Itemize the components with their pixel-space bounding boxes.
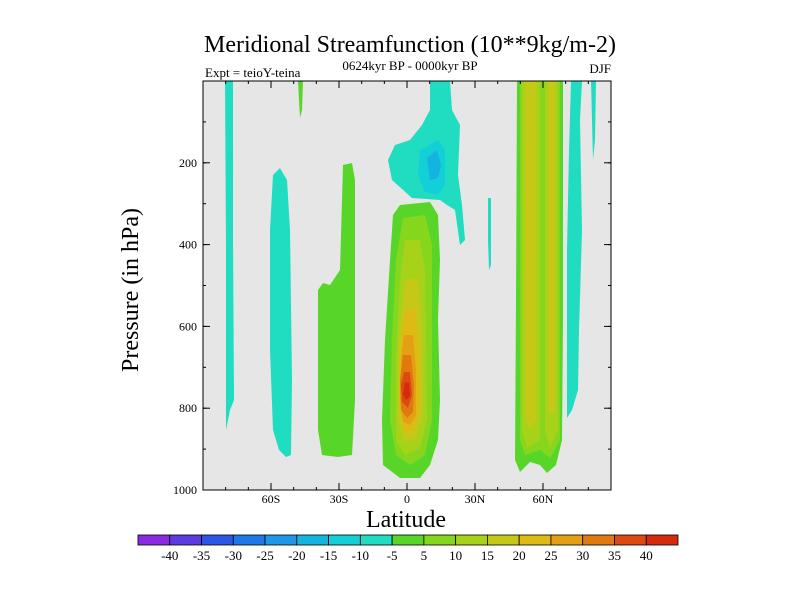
colorbar-swatch	[264, 534, 298, 546]
colorbar-swatch	[645, 534, 679, 546]
chart-subtitle: 0624kyr BP - 0000kyr BP	[342, 58, 477, 73]
n-thin-cell	[488, 198, 491, 270]
season-label: DJF	[589, 61, 611, 76]
colorbar-swatch	[518, 534, 552, 546]
x-axis-label: Latitude	[366, 507, 446, 533]
colorbar-label: 10	[449, 548, 462, 563]
colorbar-label: -40	[161, 548, 178, 563]
x-axis: 60S 30S 0 30N 60N	[225, 81, 589, 506]
y-axis-label: Pressure (in hPa)	[118, 208, 144, 372]
colorbar-label: 15	[481, 548, 494, 563]
colorbar-swatch	[137, 534, 171, 546]
y-tick-label: 200	[179, 156, 197, 170]
n-high-lat-cell	[567, 81, 582, 418]
contour-fills	[225, 81, 596, 478]
colorbar-swatch	[201, 534, 234, 546]
colorbar-swatch	[550, 534, 584, 546]
colorbar-swatch	[582, 534, 615, 546]
y-tick-label: 400	[179, 238, 197, 252]
colorbar-label: -25	[256, 548, 273, 563]
y-tick-label: 600	[179, 319, 197, 333]
colorbar-swatch	[423, 534, 457, 546]
equatorial-peak	[403, 382, 410, 400]
colorbar-label: -35	[193, 548, 210, 563]
colorbar-label: 30	[576, 548, 589, 563]
y-tick-label: 1000	[173, 483, 197, 497]
experiment-label: Expt = teioY-teina	[205, 65, 301, 80]
x-tick-label: 60S	[262, 492, 281, 506]
colorbar-swatch	[296, 534, 329, 546]
y-tick-label: 800	[179, 401, 197, 415]
colorbar-swatch	[359, 534, 393, 546]
x-tick-label: 0	[404, 492, 410, 506]
colorbar-swatch	[232, 534, 266, 546]
colorbar-swatch	[328, 534, 361, 546]
colorbar-label: -15	[320, 548, 337, 563]
n-upper-trop-inner-15	[427, 150, 441, 180]
colorbar-label: -5	[387, 548, 398, 563]
colorbar-swatch	[169, 534, 202, 546]
colorbar-swatch	[391, 534, 425, 546]
chart-title: Meridional Streamfunction (10**9kg/m-2)	[204, 32, 616, 58]
colorbar-swatch	[455, 534, 488, 546]
x-tick-label: 60N	[533, 492, 554, 506]
n-polar-tick	[591, 81, 596, 160]
colorbar-label: 40	[640, 548, 653, 563]
n-mid-lat-inner-20-right	[548, 81, 555, 415]
x-tick-label: 30N	[465, 492, 486, 506]
colorbar-label: -30	[225, 548, 242, 563]
s-high-lat-tick	[298, 81, 303, 118]
colorbar-label: 25	[544, 548, 557, 563]
colorbar-label: 20	[513, 548, 526, 563]
colorbar-swatch	[487, 534, 520, 546]
s-high-lat-cell	[225, 81, 234, 430]
colorbar-label: 35	[608, 548, 621, 563]
s-subtropical-cell	[318, 163, 355, 457]
colorbar-label: -10	[352, 548, 369, 563]
colorbar-label: 5	[421, 548, 428, 563]
colorbar: -40 -35 -30 -25 -20 -15 -10 -5 5 10 15 20 25 30 35 40	[137, 534, 679, 563]
n-mid-lat-inner-20-left	[525, 81, 536, 430]
s-mid-lat-cell	[270, 168, 292, 457]
colorbar-swatch	[614, 534, 647, 546]
y-axis: 200 400 600 800 1000	[173, 121, 611, 497]
x-tick-label: 30S	[330, 492, 349, 506]
colorbar-label: -20	[288, 548, 305, 563]
